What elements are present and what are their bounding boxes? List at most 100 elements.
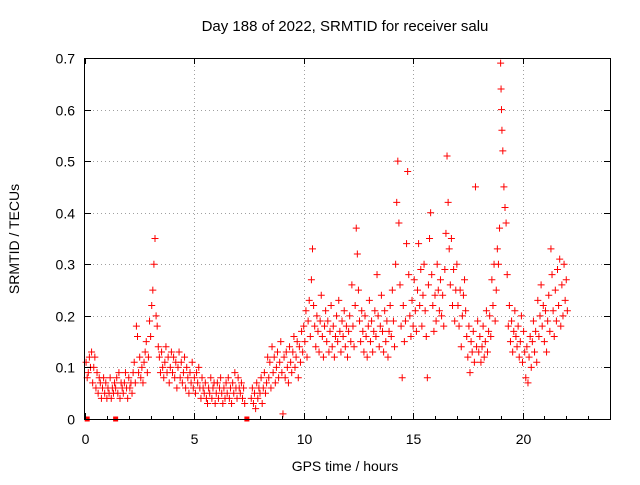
- data-point: [156, 369, 164, 377]
- data-point: [474, 317, 482, 325]
- grid-lines: [85, 58, 610, 419]
- data-point: [271, 379, 279, 387]
- data-point: [130, 358, 138, 366]
- data-point: [360, 348, 368, 356]
- data-point: [455, 322, 463, 330]
- data-point: [410, 276, 418, 284]
- data-point: [520, 327, 528, 335]
- data-point: [184, 374, 192, 382]
- data-point: [302, 307, 310, 315]
- data-point: [397, 322, 405, 330]
- data-point: [176, 374, 184, 382]
- data-point: [392, 260, 400, 268]
- data-point: [189, 384, 197, 392]
- data-point: [151, 235, 159, 242]
- data-point: [459, 291, 467, 299]
- data-point: [137, 374, 145, 382]
- data-point: [132, 322, 140, 330]
- data-point: [213, 379, 221, 387]
- data-point: [418, 322, 426, 330]
- data-point: [125, 374, 133, 382]
- data-point: [287, 358, 295, 366]
- data-point: [277, 338, 285, 346]
- data-point: [275, 374, 283, 382]
- data-point: [138, 363, 146, 371]
- data-point: [374, 312, 382, 320]
- data-point: [342, 322, 350, 330]
- data-point: [313, 312, 321, 320]
- data-point: [445, 245, 453, 253]
- data-point: [498, 106, 505, 114]
- data-point: [478, 343, 486, 351]
- data-point: [346, 312, 354, 320]
- data-point: [311, 322, 319, 330]
- data-point: [424, 281, 432, 289]
- data-point: [167, 348, 175, 356]
- data-point: [148, 302, 156, 310]
- data-point: [326, 327, 334, 335]
- data-point: [194, 379, 202, 387]
- y-tick-label: 0.1: [56, 360, 76, 376]
- data-point: [170, 353, 178, 361]
- data-point: [471, 183, 479, 191]
- data-point: [555, 302, 563, 310]
- data-point: [484, 348, 491, 356]
- data-points: [82, 59, 571, 422]
- data-point: [106, 374, 114, 382]
- data-point: [443, 152, 451, 160]
- data-point: [558, 281, 566, 289]
- data-point: [352, 224, 360, 232]
- data-point: [188, 358, 196, 366]
- data-point: [551, 286, 559, 294]
- data-point: [330, 353, 338, 361]
- data-point: [556, 255, 564, 263]
- data-point: [353, 250, 361, 258]
- data-point: [404, 167, 412, 175]
- data-point: [304, 317, 312, 325]
- data-point: [526, 332, 534, 340]
- y-tick-label: 0.2: [56, 309, 76, 325]
- data-point: [480, 353, 488, 361]
- data-point: [120, 379, 128, 387]
- data-point: [143, 369, 151, 377]
- data-point: [505, 302, 513, 310]
- data-point: [550, 332, 558, 340]
- data-point: [257, 374, 265, 382]
- data-point: [261, 389, 269, 397]
- data-point: [548, 271, 556, 279]
- data-point: [432, 317, 440, 325]
- data-point: [161, 358, 169, 366]
- data-point: [191, 389, 199, 397]
- data-point: [142, 338, 150, 346]
- data-point: [177, 358, 185, 366]
- data-point: [239, 394, 246, 402]
- data-point: [501, 204, 509, 212]
- data-point: [82, 358, 90, 366]
- data-point: [349, 322, 357, 330]
- data-point: [231, 369, 239, 377]
- data-point: [345, 327, 353, 335]
- data-point: [395, 219, 403, 227]
- data-point: [229, 379, 237, 387]
- data-point: [421, 307, 429, 315]
- data-point: [141, 348, 149, 356]
- data-point: [477, 358, 485, 366]
- data-point: [441, 265, 449, 273]
- data-point: [339, 332, 347, 340]
- data-point: [557, 322, 565, 330]
- data-point: [409, 322, 417, 330]
- data-point: [265, 374, 273, 382]
- data-point: [356, 317, 364, 325]
- data-point: [411, 307, 419, 315]
- data-point: [538, 322, 546, 330]
- data-point: [545, 291, 553, 299]
- x-tick-label: 0: [82, 431, 90, 447]
- data-point: [416, 302, 424, 310]
- data-point: [291, 363, 299, 371]
- data-point: [500, 183, 508, 191]
- data-point: [107, 394, 115, 402]
- data-point: [175, 348, 183, 356]
- data-point: [532, 327, 540, 335]
- data-point: [384, 353, 392, 361]
- data-point: [208, 394, 216, 402]
